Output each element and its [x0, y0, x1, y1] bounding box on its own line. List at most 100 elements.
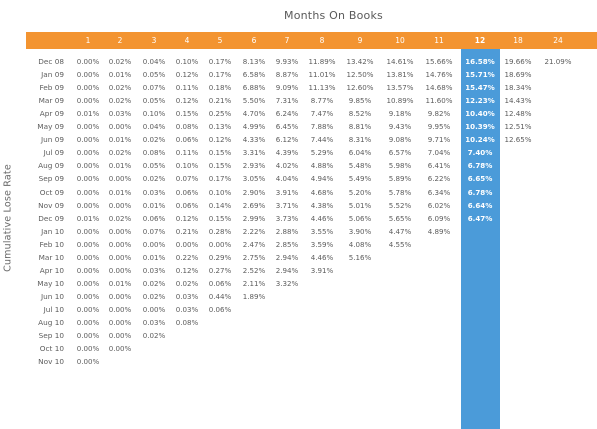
table-cell: 6.78% — [467, 187, 493, 197]
table-cell: 3.05% — [242, 174, 266, 184]
table-cell: 0.00% — [108, 252, 132, 262]
table-cell: 0.00% — [142, 304, 166, 314]
table-cell: 2.88% — [275, 226, 299, 236]
table-cell: 4.38% — [310, 200, 334, 210]
row-label: Oct 09 — [39, 187, 64, 197]
table-cell: 0.00% — [76, 200, 100, 210]
row-label: Nov 10 — [38, 357, 64, 367]
table-cell: 5.89% — [388, 174, 412, 184]
table-cell: 6.41% — [427, 161, 451, 171]
table-cell: 0.12% — [175, 213, 199, 223]
header-band — [26, 32, 597, 49]
table-cell: 0.00% — [108, 331, 132, 341]
column-header-4: 4 — [184, 36, 190, 45]
table-cell: 0.06% — [142, 213, 166, 223]
table-cell: 0.13% — [208, 122, 232, 132]
row-label: Sep 09 — [38, 174, 64, 184]
table-cell: 0.02% — [142, 291, 166, 301]
table-cell: 7.47% — [310, 109, 334, 119]
column-header-12: 12 — [474, 36, 486, 45]
table-cell: 7.04% — [427, 148, 451, 158]
row-label: Mar 09 — [38, 96, 64, 106]
row-label: Jun 10 — [40, 291, 64, 301]
table-cell: 14.61% — [386, 57, 414, 66]
table-cell: 4.02% — [275, 161, 299, 171]
table-cell: 0.00% — [108, 304, 132, 314]
table-cell: 12.23% — [465, 96, 495, 106]
table-cell: 0.00% — [108, 122, 132, 132]
row-label: Oct 10 — [39, 344, 64, 354]
table-cell: 7.31% — [275, 96, 299, 106]
table-cell: 0.00% — [76, 174, 100, 184]
table-cell: 0.12% — [175, 265, 199, 275]
table-cell: 10.24% — [465, 135, 495, 145]
table-cell: 6.57% — [388, 148, 412, 158]
table-cell: 0.05% — [142, 70, 166, 80]
table-cell: 0.00% — [76, 278, 100, 288]
table-cell: 0.06% — [208, 304, 232, 314]
table-cell: 3.91% — [275, 187, 299, 197]
table-cell: 10.89% — [386, 96, 414, 106]
row-label: Aug 09 — [38, 161, 64, 171]
table-cell: 2.99% — [242, 213, 266, 223]
column-header-6: 6 — [251, 36, 257, 45]
table-cell: 6.45% — [275, 122, 299, 132]
table-cell: 0.02% — [142, 135, 166, 145]
table-cell: 6.12% — [275, 135, 299, 145]
row-label: Apr 10 — [39, 265, 64, 275]
table-cell: 0.01% — [108, 278, 132, 288]
table-cell: 0.00% — [76, 239, 100, 249]
table-cell: 0.00% — [76, 70, 100, 80]
table-cell: 0.01% — [108, 187, 132, 197]
column-header-18: 18 — [513, 36, 523, 45]
table-cell: 15.66% — [425, 57, 453, 66]
table-cell: 0.01% — [76, 109, 100, 119]
table-cell: 0.15% — [175, 109, 199, 119]
table-cell: 19.66% — [504, 57, 532, 66]
table-cell: 6.78% — [467, 161, 493, 171]
table-cell: 0.00% — [76, 226, 100, 236]
table-cell: 2.52% — [242, 265, 266, 275]
table-cell: 2.69% — [242, 200, 266, 210]
table-cell: 0.10% — [175, 161, 199, 171]
table-cell: 6.04% — [348, 148, 372, 158]
table-cell: 3.32% — [275, 278, 299, 288]
table-cell: 0.08% — [142, 148, 166, 158]
table-cell: 0.06% — [175, 200, 199, 210]
table-cell: 9.43% — [388, 122, 412, 132]
table-cell: 0.00% — [76, 122, 100, 132]
table-cell: 14.43% — [504, 96, 532, 106]
table-cell: 0.15% — [208, 213, 232, 223]
table-cell: 0.02% — [142, 278, 166, 288]
table-cell: 3.90% — [348, 226, 372, 236]
row-label: Feb 10 — [39, 239, 64, 249]
table-cell: 0.00% — [76, 252, 100, 262]
table-cell: 0.07% — [175, 174, 199, 184]
table-cell: 0.12% — [208, 135, 232, 145]
table-cell: 0.14% — [208, 200, 232, 210]
table-cell: 0.03% — [142, 265, 166, 275]
table-cell: 0.04% — [142, 122, 166, 132]
table-cell: 0.00% — [76, 318, 100, 327]
table-cell: 13.57% — [386, 83, 414, 93]
table-cell: 0.00% — [142, 239, 166, 249]
table-cell: 18.69% — [504, 70, 532, 80]
table-cell: 0.18% — [208, 83, 232, 93]
table-cell: 2.94% — [275, 265, 299, 275]
table-cell: 4.04% — [275, 174, 299, 184]
table-cell: 4.68% — [310, 187, 334, 197]
table-cell: 12.51% — [504, 122, 532, 132]
table-cell: 6.02% — [427, 200, 451, 210]
table-cell: 5.52% — [388, 200, 412, 210]
table-cell: 4.99% — [242, 122, 266, 132]
table-cell: 4.55% — [388, 239, 412, 249]
table-cell: 0.17% — [208, 174, 232, 184]
table-cell: 0.01% — [142, 200, 166, 210]
table-cell: 5.50% — [242, 96, 266, 106]
table-cell: 0.02% — [175, 278, 199, 288]
table-cell: 6.22% — [427, 174, 451, 184]
table-cell: 2.85% — [275, 239, 299, 249]
table-cell: 10.40% — [465, 109, 495, 119]
table-cell: 8.87% — [275, 70, 299, 80]
table-cell: 0.44% — [208, 291, 232, 301]
